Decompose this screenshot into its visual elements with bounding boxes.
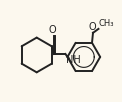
Text: O: O (89, 22, 96, 32)
Text: CH₃: CH₃ (99, 19, 114, 28)
Text: NH: NH (66, 55, 81, 65)
Text: O: O (48, 25, 56, 35)
